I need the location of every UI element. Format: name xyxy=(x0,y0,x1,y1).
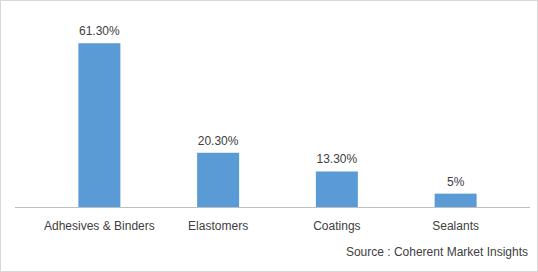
category-label: Coatings xyxy=(313,219,360,233)
data-label: 13.30% xyxy=(317,152,358,166)
x-axis xyxy=(15,207,530,208)
category-label: Elastomers xyxy=(188,219,248,233)
data-label: 20.30% xyxy=(198,134,239,148)
frame xyxy=(1,1,538,272)
data-label: 61.30% xyxy=(79,24,120,38)
source-note: Source : Coherent Market Insights xyxy=(346,245,528,259)
bars xyxy=(78,43,476,207)
category-label: Adhesives & Binders xyxy=(44,219,155,233)
bar xyxy=(435,194,477,207)
bar xyxy=(78,43,120,207)
chart: 61.30% Adhesives & Binders 20.30% Elastomer… xyxy=(0,0,538,272)
category-label: Sealants xyxy=(432,219,479,233)
data-label: 5% xyxy=(447,175,465,189)
bar xyxy=(197,153,239,207)
bar xyxy=(316,171,358,207)
